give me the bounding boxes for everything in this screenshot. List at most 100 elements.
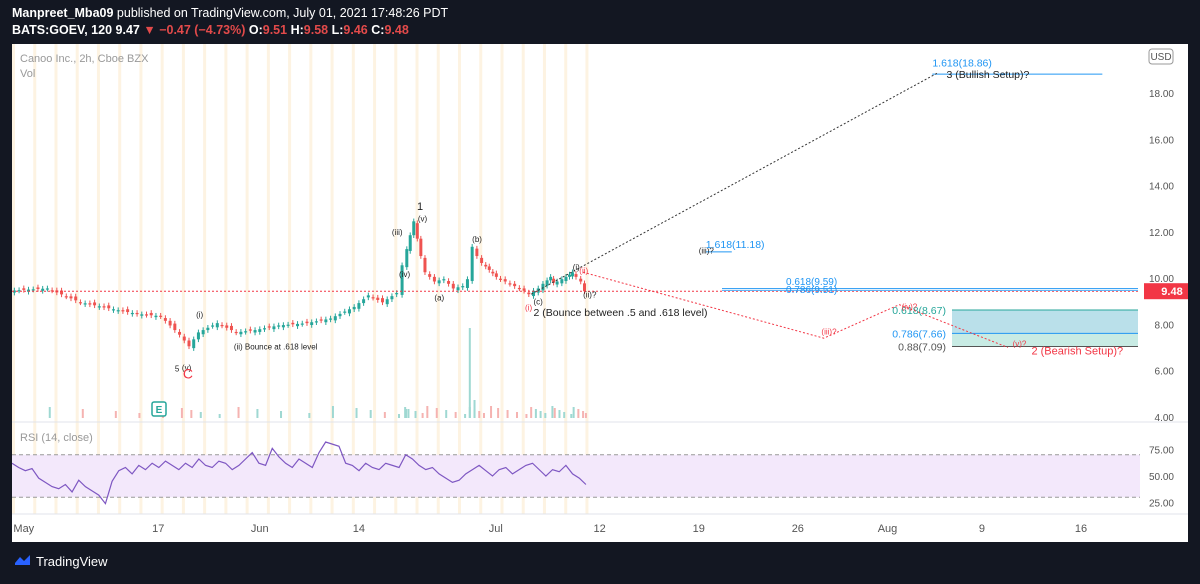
candle-body — [405, 249, 409, 268]
time-axis-tick: 16 — [1075, 523, 1087, 535]
wave-label: 2 (Bounce between .5 and .618 level) — [534, 307, 708, 319]
candle-body — [258, 329, 262, 332]
volume-bar — [355, 408, 358, 418]
candle-body — [31, 289, 35, 291]
volume-bar — [553, 408, 556, 418]
candle-body — [145, 314, 149, 316]
candle-body — [163, 318, 167, 321]
volume-bar — [138, 413, 141, 418]
wave-label: (i) — [196, 310, 203, 319]
candle-body — [88, 303, 92, 305]
volume-bar — [180, 408, 183, 418]
candle-body — [428, 274, 432, 277]
candle-body — [111, 309, 115, 311]
open-label: O: — [248, 23, 263, 37]
candle-body — [135, 312, 139, 315]
candle-body — [527, 292, 531, 295]
volume-bar — [482, 413, 485, 418]
volume-bar — [551, 406, 554, 418]
candle-body — [310, 322, 314, 325]
session-stripe — [351, 44, 355, 514]
candle-body — [564, 276, 568, 282]
candle-body — [83, 303, 87, 305]
candle-body — [149, 312, 153, 316]
candle-body — [159, 315, 163, 317]
candle-body — [22, 288, 26, 290]
fib-level-label: 0.786(7.66) — [892, 328, 946, 340]
candle-body — [36, 287, 40, 290]
volume-bar — [497, 408, 500, 418]
volume-bar — [577, 409, 580, 418]
session-highlights — [12, 44, 589, 514]
candle-body — [570, 272, 574, 277]
session-stripe — [373, 44, 377, 514]
session-stripe — [245, 44, 249, 514]
time-axis-tick: Jul — [489, 523, 503, 535]
candle-body — [491, 271, 495, 274]
volume-bar — [584, 413, 587, 418]
brand-name: TradingView — [36, 554, 108, 569]
volume-peak-bar — [473, 400, 476, 418]
wave-label: 3 (Bullish Setup)? — [946, 69, 1029, 81]
price-axis-tick: 14.00 — [1149, 182, 1174, 193]
candle-body — [126, 309, 130, 313]
wave-label: 0.786(9.51) — [786, 285, 837, 296]
price-chart[interactable]: 18.00 16.00 14.00 12.00 10.00 8.00 6.00 4.00 USD… — [12, 44, 1188, 542]
time-axis-tick: 17 — [152, 523, 164, 535]
session-stripe — [521, 44, 525, 514]
volume-bar — [435, 408, 438, 418]
candle-body — [412, 221, 416, 236]
wave-label: (v)? — [1013, 339, 1027, 348]
candle-body — [27, 289, 31, 292]
candle-body — [517, 287, 521, 290]
candle-body — [352, 306, 356, 310]
candle-body — [362, 299, 366, 304]
candle-body — [343, 311, 347, 313]
candle-body — [347, 309, 351, 314]
bullish-projection — [530, 72, 938, 295]
price-axis-tick: 18.00 — [1149, 89, 1174, 100]
candle-body — [239, 331, 243, 335]
candle-body — [107, 305, 111, 309]
candle-body — [395, 293, 399, 295]
session-stripe — [33, 44, 37, 514]
volume-bar — [331, 406, 334, 418]
session-stripe — [585, 44, 589, 514]
candle-body — [333, 316, 337, 321]
candle-body — [447, 281, 451, 284]
candle-body — [60, 290, 64, 295]
candle-body — [579, 278, 583, 282]
fib-zone-lower — [952, 333, 1138, 347]
rsi-legend: RSI (14, close) — [20, 432, 93, 444]
wave-label: (iii) — [392, 228, 403, 237]
wave-label: (i) — [525, 303, 532, 312]
candles — [12, 218, 586, 351]
fib-level-label: 0.88(7.09) — [898, 342, 946, 354]
candle-body — [220, 324, 224, 327]
volume-bar — [81, 409, 84, 418]
time-axis-tick: 9 — [979, 523, 985, 535]
candle-body — [93, 302, 97, 306]
price-axis-tick: 8.00 — [1155, 320, 1175, 331]
wave-label: (a) — [434, 294, 444, 303]
candle-body — [541, 283, 545, 291]
wave-label: (iii)? — [821, 328, 837, 337]
candle-body — [64, 296, 68, 298]
candle-body — [503, 279, 507, 282]
close-value: 9.48 — [384, 23, 409, 37]
time-axis-tick: Jun — [251, 523, 269, 535]
candle-body — [45, 288, 49, 290]
candle-body — [296, 323, 300, 327]
time-axis-tick: 19 — [693, 523, 705, 535]
volume-bar — [237, 407, 240, 418]
wave-label: (i) — [573, 263, 580, 272]
candle-body — [178, 331, 182, 335]
session-stripe — [309, 44, 313, 514]
earnings-icon — [151, 401, 167, 417]
chart-panel[interactable]: 18.00 16.00 14.00 12.00 10.00 8.00 6.00 4.00 USD… — [12, 44, 1188, 542]
volume-bar — [572, 407, 575, 418]
volume-bar — [256, 409, 259, 418]
publisher-name[interactable]: Manpreet_Mba09 — [12, 6, 114, 20]
volume-bar — [464, 414, 467, 418]
volume-bar — [563, 412, 566, 418]
